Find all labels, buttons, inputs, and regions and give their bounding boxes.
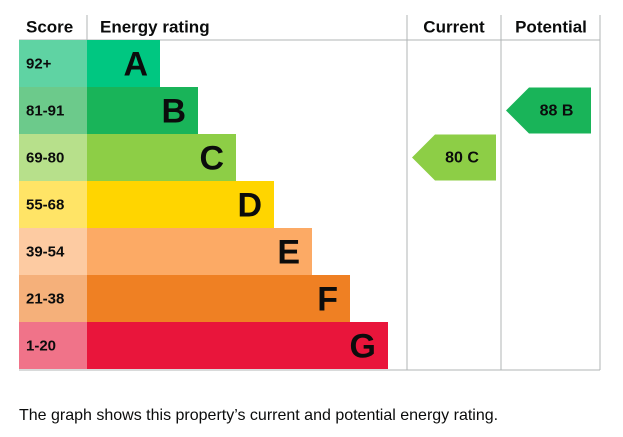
rating-bar	[87, 40, 160, 87]
score-range: 1-20	[26, 337, 56, 354]
score-cell	[19, 322, 87, 369]
score-cell	[19, 275, 87, 322]
header-energy-rating: Energy rating	[100, 17, 210, 36]
rating-bar	[87, 87, 198, 134]
score-cell	[19, 134, 87, 181]
header-current: Current	[423, 17, 485, 36]
current-arrow	[412, 134, 496, 181]
rating-letter: D	[237, 186, 262, 224]
rating-bar	[87, 181, 274, 228]
current-label: 80 C	[445, 150, 479, 167]
rating-bar	[87, 134, 236, 181]
score-range: 55-68	[26, 196, 64, 213]
caption: The graph shows this property’s current …	[19, 407, 498, 424]
rating-bar	[87, 322, 388, 369]
rating-letter: F	[317, 280, 338, 318]
score-range: 81-91	[26, 102, 64, 119]
table-frame	[19, 15, 601, 371]
rating-bar	[87, 228, 312, 275]
score-cell	[19, 181, 87, 228]
score-range: 69-80	[26, 149, 64, 166]
rating-letter: C	[199, 139, 224, 177]
rating-letter: E	[277, 233, 300, 271]
header-potential: Potential	[515, 17, 587, 36]
score-range: 21-38	[26, 290, 64, 307]
score-cell	[19, 87, 87, 134]
score-cell	[19, 40, 87, 87]
potential-label: 88 B	[540, 103, 574, 120]
rating-letter: A	[123, 45, 148, 83]
score-range: 39-54	[26, 243, 65, 260]
score-cell	[19, 228, 87, 275]
rating-letter: G	[350, 327, 376, 365]
rating-bar	[87, 275, 350, 322]
potential-arrow	[506, 87, 591, 134]
header-score: Score	[26, 17, 73, 36]
rating-letter: B	[161, 92, 186, 130]
score-range: 92+	[26, 55, 52, 72]
